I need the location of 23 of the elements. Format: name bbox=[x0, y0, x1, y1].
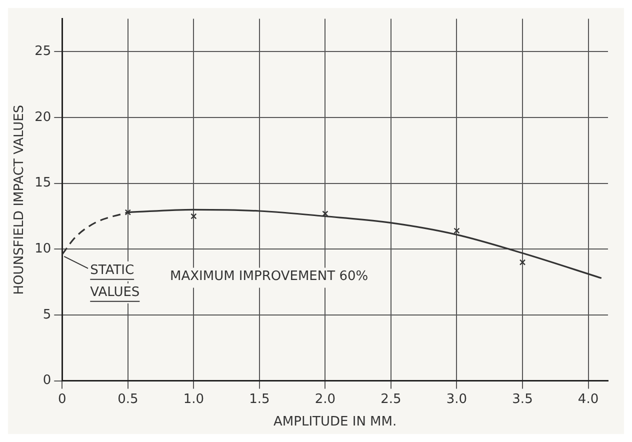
x-tick-label: 1.0 bbox=[183, 392, 204, 407]
x-tick-label: 0.5 bbox=[118, 392, 138, 407]
y-tick-label: 5 bbox=[42, 307, 52, 322]
annotation: MAXIMUM IMPROVEMENT 60% bbox=[170, 269, 368, 284]
y-tick-label: 15 bbox=[34, 176, 52, 191]
y-tick-label: 20 bbox=[34, 110, 52, 125]
x-tick-label: 3.0 bbox=[446, 392, 468, 407]
x-tick-label: 2.5 bbox=[380, 392, 402, 407]
y-axis-title: HOUNSFIELD IMPACT VALUES bbox=[12, 104, 28, 295]
x-axis-title: AMPLITUDE IN MM. bbox=[274, 414, 397, 430]
y-tick-label: 10 bbox=[34, 242, 52, 257]
annotation: STATIC VALUES bbox=[90, 262, 140, 300]
x-tick-label: 3.5 bbox=[512, 392, 533, 407]
x-tick-label: 0 bbox=[58, 392, 66, 407]
x-tick-label: 1.5 bbox=[249, 392, 270, 407]
x-tick-label: 2.0 bbox=[314, 392, 336, 407]
y-tick-label: 0 bbox=[42, 373, 52, 388]
x-tick-label: 4.0 bbox=[578, 392, 599, 407]
point bbox=[190, 213, 197, 220]
point bbox=[519, 259, 526, 266]
y-tick-label: 25 bbox=[34, 44, 52, 60]
point bbox=[124, 209, 131, 216]
point bbox=[454, 228, 460, 234]
